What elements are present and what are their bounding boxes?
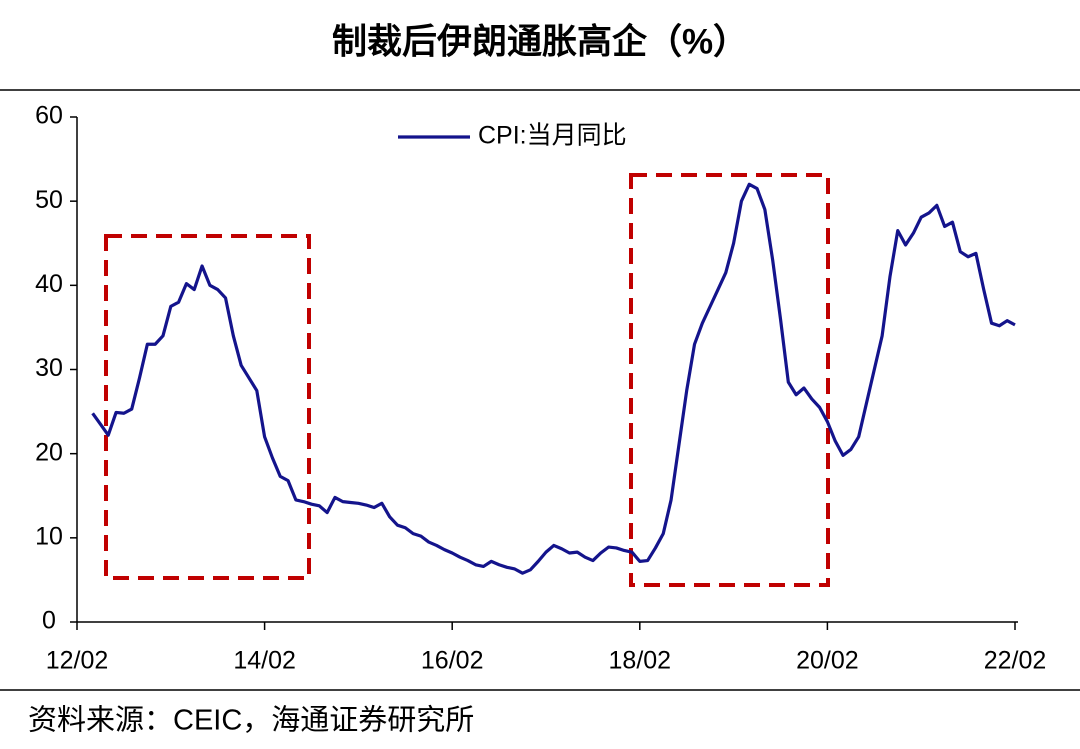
highlight-box: [104, 234, 311, 580]
source: 资料来源：CEIC，海通证券研究所: [28, 704, 474, 737]
y-tick-label: 10: [35, 522, 63, 550]
y-tick-label: 60: [35, 102, 63, 130]
x-tick-label: 22/02: [984, 647, 1047, 675]
x-tick-label: 12/02: [46, 647, 109, 675]
x-tick-label: 20/02: [796, 647, 859, 675]
x-tick-label: 14/02: [233, 647, 296, 675]
line-series: [91, 182, 1016, 575]
x-tick-label: 16/02: [421, 647, 484, 675]
y-tick-label: 20: [35, 438, 63, 466]
y-tick-label: 30: [35, 354, 63, 382]
chart-title: 制裁后伊朗通胀高企（%）: [332, 21, 748, 61]
y-tick-label: 50: [35, 186, 63, 214]
highlight-box: [629, 173, 830, 587]
y-tick-label: 0: [42, 607, 56, 635]
y-tick-label: 40: [35, 270, 63, 298]
legend-label: CPI:当月同比: [478, 122, 627, 150]
x-tick-label: 18/02: [609, 647, 672, 675]
